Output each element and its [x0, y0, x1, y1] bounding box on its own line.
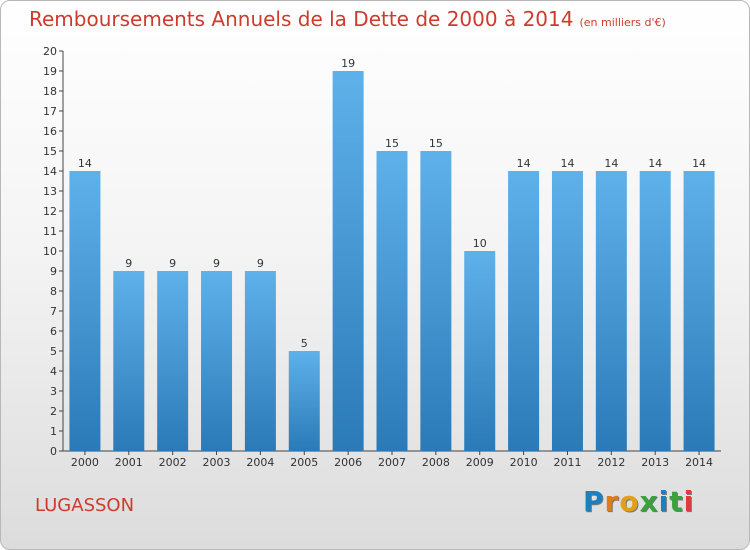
x-tick-label: 2010 — [510, 456, 538, 469]
value-label: 9 — [257, 257, 264, 270]
y-tick-label: 13 — [43, 185, 57, 198]
bar — [201, 271, 233, 451]
x-tick-label: 2003 — [203, 456, 231, 469]
bar — [420, 151, 452, 451]
bar — [508, 171, 540, 451]
title-text: Remboursements Annuels de la Dette de 20… — [29, 7, 574, 31]
y-tick-label: 20 — [43, 45, 57, 58]
value-label: 14 — [560, 157, 574, 170]
x-tick-label: 2001 — [115, 456, 143, 469]
x-tick-label: 2007 — [378, 456, 406, 469]
value-label: 14 — [692, 157, 706, 170]
y-tick-label: 19 — [43, 65, 57, 78]
bars — [69, 71, 715, 451]
logo-letter: o — [619, 485, 640, 518]
bar — [69, 171, 101, 451]
value-label: 14 — [648, 157, 662, 170]
value-label: 10 — [473, 237, 487, 250]
y-tick-label: 17 — [43, 105, 57, 118]
y-tick-label: 7 — [50, 305, 57, 318]
y-tick-label: 8 — [50, 285, 57, 298]
y-tick-label: 18 — [43, 85, 57, 98]
x-tick-label: 2011 — [553, 456, 581, 469]
value-label: 15 — [385, 137, 399, 150]
y-tick-label: 12 — [43, 205, 57, 218]
x-tick-label: 2008 — [422, 456, 450, 469]
y-tick-label: 9 — [50, 265, 57, 278]
title-unit: (en milliers d'€) — [579, 16, 666, 29]
bar — [376, 151, 408, 451]
bar — [639, 171, 671, 451]
logo-letter: i — [683, 485, 695, 518]
value-label: 15 — [429, 137, 443, 150]
y-tick-label: 5 — [50, 345, 57, 358]
value-label: 5 — [301, 337, 308, 350]
value-label: 9 — [213, 257, 220, 270]
bar — [157, 271, 189, 451]
bar — [332, 71, 364, 451]
y-tick-label: 2 — [50, 405, 57, 418]
x-tick-label: 2004 — [246, 456, 274, 469]
bar — [288, 351, 320, 451]
bar — [551, 171, 583, 451]
y-tick-label: 1 — [50, 425, 57, 438]
logo-letter: i — [658, 485, 670, 518]
logo-letter: x — [639, 485, 659, 518]
x-tick-label: 2000 — [71, 456, 99, 469]
y-tick-label: 0 — [50, 445, 57, 458]
logo-letter: P — [583, 485, 605, 518]
bar — [595, 171, 627, 451]
y-tick-label: 15 — [43, 145, 57, 158]
value-label: 14 — [517, 157, 531, 170]
value-label: 9 — [125, 257, 132, 270]
value-labels: 14 9 9 9 9 5 19 15 15 10 14 14 14 14 14 — [78, 57, 706, 350]
y-tick-label: 10 — [43, 245, 57, 258]
bar — [464, 251, 496, 451]
commune-name: LUGASSON — [35, 495, 135, 516]
x-tick-label: 2005 — [290, 456, 318, 469]
y-tick-label: 16 — [43, 125, 57, 138]
x-tick-label: 2002 — [159, 456, 187, 469]
proxiti-logo: Proxiti — [583, 485, 694, 518]
y-tick-label: 3 — [50, 385, 57, 398]
value-label: 14 — [78, 157, 92, 170]
y-tick-label: 11 — [43, 225, 57, 238]
value-label: 19 — [341, 57, 355, 70]
bar — [244, 271, 276, 451]
x-tick-label: 2013 — [641, 456, 669, 469]
y-tick-label: 6 — [50, 325, 57, 338]
bar — [683, 171, 715, 451]
x-tick-label: 2012 — [597, 456, 625, 469]
logo-letter: t — [669, 485, 684, 518]
x-tick-label: 2009 — [466, 456, 494, 469]
value-label: 14 — [604, 157, 618, 170]
x-tick-label: 2014 — [685, 456, 713, 469]
logo-letter: r — [604, 485, 620, 518]
value-label: 9 — [169, 257, 176, 270]
x-tick-label: 2006 — [334, 456, 362, 469]
chart-title: Remboursements Annuels de la Dette de 20… — [29, 7, 666, 31]
bar — [113, 271, 145, 451]
y-tick-label: 4 — [50, 365, 57, 378]
y-tick-label: 14 — [43, 165, 57, 178]
